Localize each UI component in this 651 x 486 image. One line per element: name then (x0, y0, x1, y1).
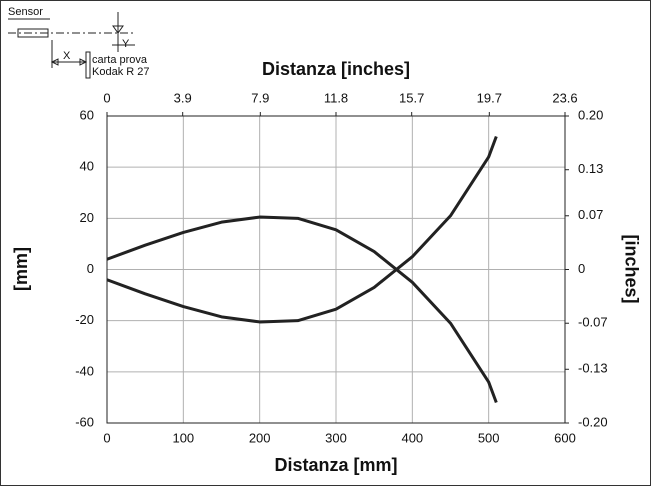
y2-tick-label: 0.13 (578, 161, 603, 176)
x2-tick-label: 19.7 (477, 90, 502, 105)
diagram-label: Kodak R 27 (92, 66, 149, 78)
y-tick-label: 60 (80, 107, 94, 122)
sensor-diagram (8, 12, 135, 79)
line-series (106, 135, 498, 324)
x-tick-label: 400 (401, 430, 423, 445)
diagram-label: Y (122, 38, 130, 50)
x-tick-label: 200 (249, 430, 271, 445)
y2-tick-label: -0.13 (578, 361, 608, 376)
x2-tick-label: 0 (103, 90, 110, 105)
x2-tick-label: 11.8 (324, 90, 348, 105)
y2-tick-label: -0.07 (578, 315, 608, 330)
y-axis-label: [mm] (11, 247, 31, 291)
x-tick-label: 100 (172, 430, 194, 445)
y-tick-label: -20 (75, 312, 94, 327)
x-axis-label: Distanza [mm] (274, 455, 397, 475)
y2-tick-label: 0.07 (578, 207, 603, 222)
y2-tick-label: -0.20 (578, 414, 608, 429)
diagram-label: carta prova (92, 54, 148, 66)
y2-tick-label: 0.20 (578, 107, 603, 122)
y2-axis-label: [inches] (621, 234, 641, 303)
x-tick-label: 0 (103, 430, 110, 445)
x-tick-label: 300 (325, 430, 347, 445)
chart-title: Distanza [inches] (262, 59, 410, 79)
x2-tick-label: 15.7 (399, 90, 424, 105)
diagram-label: Sensor (8, 6, 43, 18)
x-tick-label: 600 (554, 430, 576, 445)
diagram-label: X (63, 50, 71, 62)
x2-tick-label: 23.6 (552, 90, 577, 105)
x2-tick-label: 7.9 (251, 90, 269, 105)
y2-tick-label: 0 (578, 261, 585, 276)
y-tick-label: -40 (75, 363, 94, 378)
y-tick-label: -60 (75, 414, 94, 429)
y-tick-label: 20 (80, 210, 94, 225)
line-series (106, 215, 498, 404)
x-tick-label: 500 (478, 430, 500, 445)
x2-tick-label: 3.9 (174, 90, 192, 105)
y-tick-label: 40 (80, 159, 94, 174)
y-tick-label: 0 (87, 261, 94, 276)
plot-border (106, 115, 566, 424)
